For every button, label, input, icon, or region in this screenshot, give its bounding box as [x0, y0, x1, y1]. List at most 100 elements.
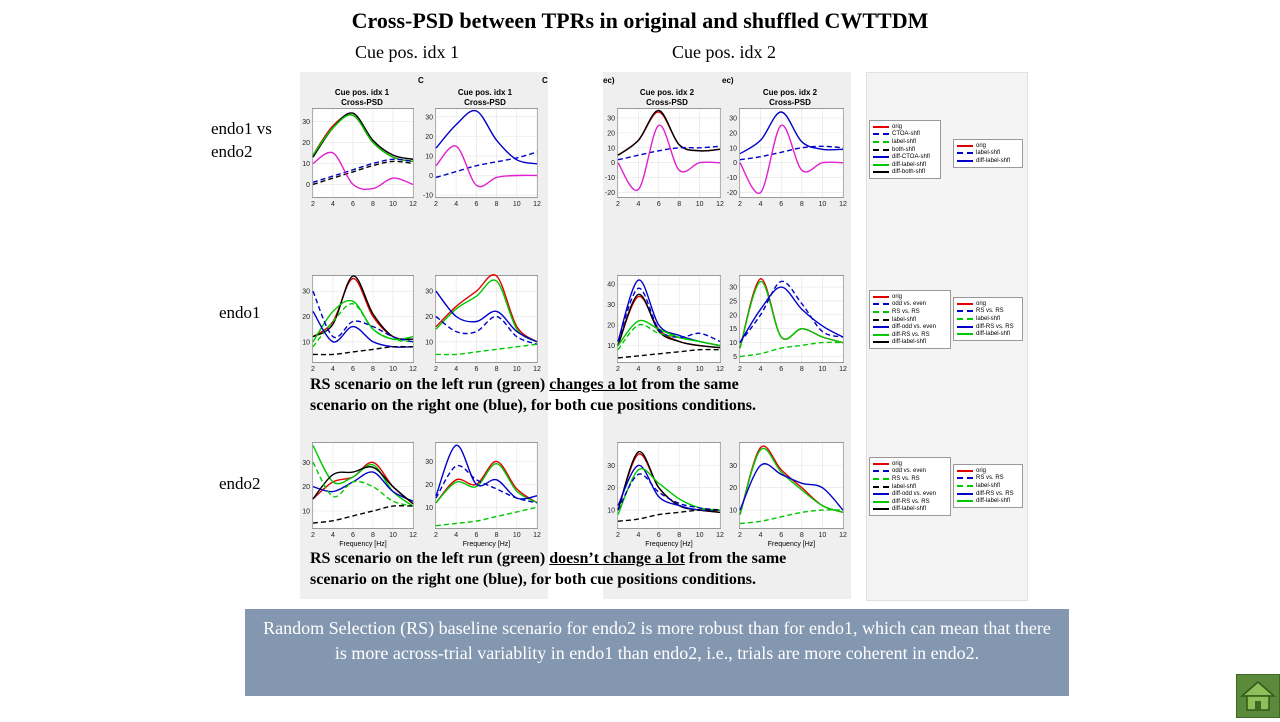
cross-psd-plot: -10 0 10 20 30 2 4 6 8 10 12	[423, 108, 541, 208]
y-tick-label: 30	[425, 289, 433, 296]
x-tick-label: 10	[389, 366, 397, 373]
legend-label: label-shfl	[976, 150, 1001, 157]
y-tick-label: 10	[607, 145, 615, 152]
plot-legend: orig RS vs. RS label-shfl diff-RS vs. RS dif…	[953, 297, 1023, 341]
legend-swatch	[873, 125, 889, 128]
y-tick-label: -10	[605, 175, 615, 182]
note-text: scenario on the right one (blue), for bo…	[310, 397, 756, 414]
series-line	[617, 124, 721, 192]
x-tick-label: 2	[616, 201, 620, 208]
y-tick-label: 30	[302, 460, 310, 467]
legend-swatch	[957, 159, 973, 162]
x-tick-label: 6	[657, 532, 661, 539]
note-text: scenario on the right one (blue), for bo…	[310, 571, 756, 588]
x-tick-label: 2	[616, 366, 620, 373]
legend-swatch	[957, 333, 973, 336]
y-tick-label: 10	[425, 339, 433, 346]
series-line	[739, 341, 844, 358]
series-line	[312, 466, 414, 505]
cross-psd-plot: 10 20 30 2 4 6 8 10 12	[425, 274, 541, 373]
y-tick-label: 20	[729, 312, 737, 319]
legend-entry: diff-odd vs. even	[873, 323, 947, 331]
series-line	[739, 280, 844, 349]
series-line	[435, 315, 538, 345]
y-tick-label: 0	[429, 173, 433, 180]
home-button[interactable]	[1236, 674, 1280, 718]
annotation-note-endo2: RS scenario on the left run (green) does…	[310, 548, 880, 590]
plot-legend: orig label-shfl diff-label-shfl	[953, 139, 1023, 168]
x-tick-label: 12	[533, 201, 541, 208]
x-axis-label: Frequency [Hz]	[768, 541, 816, 548]
legend-entry: label-shfl	[957, 482, 1019, 490]
series-line	[617, 323, 721, 351]
x-tick-label: 8	[800, 532, 804, 539]
panel-stub-text: C	[418, 76, 424, 85]
x-tick-label: 2	[738, 532, 742, 539]
series-line	[312, 299, 414, 343]
series-line	[739, 463, 844, 511]
cross-psd-plot: 10 20 30 2 4 6 8 10 12	[302, 275, 417, 373]
legend-swatch	[873, 163, 889, 166]
x-tick-label: 12	[409, 532, 417, 539]
plot-canvas: -20 -10 0 10 20 30 2 4 6 8 10 12	[727, 109, 847, 208]
legend-entry: label-shfl	[957, 150, 1019, 158]
series-line	[435, 444, 538, 500]
plot-canvas: 5 10 15 20 25 30 2 4 6 8 10 12	[729, 276, 847, 373]
legend-swatch	[873, 333, 889, 336]
x-tick-label: 2	[311, 366, 315, 373]
x-tick-label: 10	[389, 201, 397, 208]
legend-label: both-shfl	[892, 146, 916, 153]
series-line	[617, 319, 721, 347]
x-tick-label: 10	[513, 201, 521, 208]
x-tick-label: 2	[434, 201, 438, 208]
y-tick-label: 10	[425, 505, 433, 512]
x-tick-label: 8	[371, 532, 375, 539]
x-tick-label: 4	[759, 366, 763, 373]
legend-label: diff-RS vs. RS	[976, 323, 1014, 330]
series-line	[435, 279, 538, 343]
plot-canvas: 10 20 30 2 4 6 8 10 12	[425, 274, 541, 373]
x-tick-label: 6	[657, 201, 661, 208]
legend-label: diff-label-shfl	[892, 161, 926, 168]
x-tick-label: 2	[738, 366, 742, 373]
legend-entry: label-shfl	[873, 138, 937, 146]
legend-entry: orig	[873, 293, 947, 301]
legend-label: orig	[976, 300, 987, 307]
x-tick-label: 8	[800, 201, 804, 208]
x-tick-label: 8	[371, 366, 375, 373]
legend-label: diff-label-shfl	[976, 498, 1010, 505]
series-line	[617, 348, 721, 359]
legend-swatch	[957, 317, 973, 320]
series-line	[435, 464, 538, 504]
x-tick-label: 6	[351, 366, 355, 373]
legend-swatch	[873, 318, 889, 321]
y-tick-label: 30	[607, 302, 615, 309]
legend-swatch	[873, 477, 889, 480]
legend-label: label-shfl	[976, 315, 1001, 322]
plot-canvas: -10 0 10 20 30 2 4 6 8 10 12	[423, 109, 541, 208]
note-text: RS scenario on the left run (green)	[310, 376, 550, 393]
x-tick-label: 10	[513, 532, 521, 539]
series-line	[312, 151, 414, 191]
legend-label: CTOA-shfl	[892, 131, 920, 138]
y-tick-label: 30	[607, 115, 615, 122]
plot-canvas: 10 20 30 2 4 6 8 10 12 Frequency [Hz]	[302, 443, 417, 548]
legend-entry: diff-label-shfl	[957, 157, 1019, 165]
series-line	[739, 145, 844, 161]
y-tick-label: 20	[729, 130, 737, 137]
series-line	[617, 109, 721, 156]
x-tick-label: 6	[779, 366, 783, 373]
legend-label: diff-both-shfl	[892, 169, 925, 176]
x-tick-label: 2	[434, 532, 438, 539]
legend-entry: diff-both-shfl	[873, 169, 937, 177]
series-line	[739, 447, 844, 515]
x-tick-label: 8	[495, 532, 499, 539]
x-tick-label: 6	[779, 532, 783, 539]
plot-canvas: 0 10 20 30 2 4 6 8 10 12	[302, 109, 417, 208]
subplot-header-line: Cross-PSD	[769, 98, 811, 107]
home-icon	[1240, 681, 1276, 711]
x-tick-label: 2	[616, 532, 620, 539]
series-line	[435, 151, 538, 179]
x-axis-label: Frequency [Hz]	[339, 541, 387, 548]
series-line	[312, 345, 414, 356]
